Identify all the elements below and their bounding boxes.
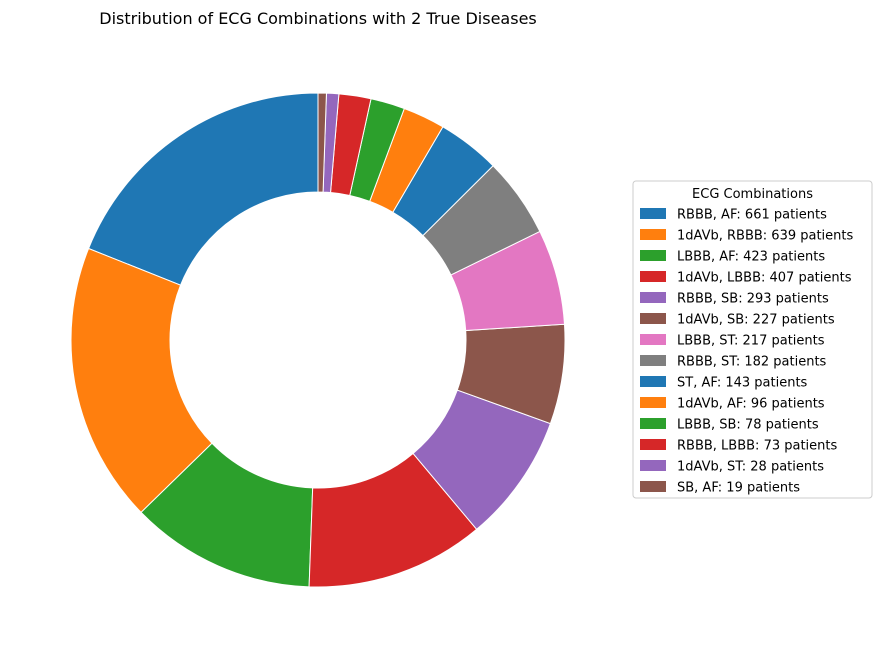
legend-title: ECG Combinations bbox=[692, 187, 813, 202]
legend-swatch-14 bbox=[640, 481, 666, 492]
legend-swatch-4 bbox=[640, 271, 666, 282]
legend-label-6: 1dAVb, SB: 227 patients bbox=[677, 313, 835, 328]
legend-swatch-3 bbox=[640, 250, 666, 261]
chart-title: Distribution of ECG Combinations with 2 … bbox=[99, 9, 537, 28]
slice-14 bbox=[317, 92, 327, 193]
legend-label-11: LBBB, SB: 78 patients bbox=[677, 418, 819, 433]
legend-swatch-8 bbox=[640, 355, 666, 366]
legend-items: RBBB, AF: 661 patients 1dAVb, RBBB: 639 p… bbox=[640, 208, 854, 496]
legend-swatch-2 bbox=[640, 229, 666, 240]
legend-swatch-12 bbox=[640, 439, 666, 450]
legend-swatch-13 bbox=[640, 460, 666, 471]
legend-label-4: 1dAVb, LBBB: 407 patients bbox=[677, 271, 852, 286]
legend-label-10: 1dAVb, AF: 96 patients bbox=[677, 397, 825, 412]
legend-label-2: 1dAVb, RBBB: 639 patients bbox=[677, 229, 854, 244]
donut-slices bbox=[70, 92, 566, 588]
legend-label-5: RBBB, SB: 293 patients bbox=[677, 292, 829, 307]
legend-swatch-5 bbox=[640, 292, 666, 303]
slice-1 bbox=[87, 92, 319, 286]
legend-box bbox=[632, 180, 873, 499]
legend-label-13: 1dAVb, ST: 28 patients bbox=[677, 460, 824, 475]
legend-swatch-7 bbox=[640, 334, 666, 345]
legend-label-8: RBBB, ST: 182 patients bbox=[677, 355, 827, 370]
legend-swatch-11 bbox=[640, 418, 666, 429]
legend-label-9: ST, AF: 143 patients bbox=[677, 376, 808, 391]
legend-label-7: LBBB, ST: 217 patients bbox=[677, 334, 825, 349]
slice-2 bbox=[70, 247, 213, 514]
legend: ECG Combinations RBBB, AF: 661 patients 1… bbox=[632, 180, 873, 499]
legend-swatch-1 bbox=[640, 208, 666, 219]
legend-swatch-10 bbox=[640, 397, 666, 408]
legend-label-1: RBBB, AF: 661 patients bbox=[677, 208, 827, 223]
legend-swatch-6 bbox=[640, 313, 666, 324]
legend-label-12: RBBB, LBBB: 73 patients bbox=[677, 439, 837, 454]
legend-label-14: SB, AF: 19 patients bbox=[677, 481, 800, 496]
legend-label-3: LBBB, AF: 423 patients bbox=[677, 250, 825, 265]
legend-swatch-9 bbox=[640, 376, 666, 387]
